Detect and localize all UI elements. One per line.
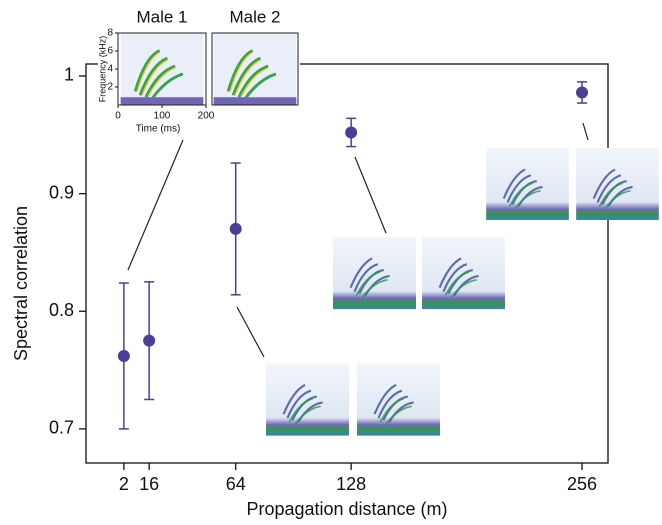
- inset-y-tick-label: 4: [107, 64, 113, 75]
- inset-title: Male 1: [136, 7, 187, 26]
- point: [117, 349, 130, 362]
- inset-title: Male 2: [229, 7, 280, 26]
- y-tick-label: 0.7: [49, 418, 74, 438]
- x-tick-label: 128: [336, 474, 366, 494]
- x-tick-label: 16: [139, 474, 159, 494]
- connectors: [127, 122, 589, 358]
- inset-y-label: Frequency (kHz): [97, 36, 107, 103]
- x-tick-label: 64: [226, 474, 246, 494]
- inset-y-tick-label: 2: [107, 82, 113, 93]
- plot-area: 0.7 0.8 0.9 1 2 16 64 128 256 Propagation distanc…: [11, 63, 609, 519]
- point: [345, 126, 358, 139]
- inset: Male 1 Male 2 0 100 200 2 4 6 8 Time (ms) Frequenc…: [97, 7, 280, 134]
- y-tick-label: 0.9: [49, 182, 74, 202]
- spectrograms: [98, 0, 660, 436]
- inset-x-tick-label: 100: [154, 111, 171, 122]
- x-tick-label: 256: [567, 474, 597, 494]
- point: [229, 222, 242, 235]
- inset-y-tick-label: 8: [107, 28, 113, 39]
- inset-x-tick-label: 200: [198, 111, 215, 122]
- y-axis-label: Spectral correlation: [11, 206, 31, 361]
- y-tick-label: 1: [64, 65, 74, 85]
- x-tick-label: 2: [119, 474, 129, 494]
- inset-x-label: Time (ms): [136, 124, 181, 135]
- y-tick-label: 0.8: [49, 300, 74, 320]
- axes-frame: [85, 63, 609, 464]
- inset-x-tick-label: 0: [115, 111, 121, 122]
- point: [143, 334, 156, 347]
- point: [576, 86, 589, 99]
- inset-y-tick-label: 6: [107, 46, 113, 57]
- x-axis-label: Propagation distance (m): [246, 499, 447, 519]
